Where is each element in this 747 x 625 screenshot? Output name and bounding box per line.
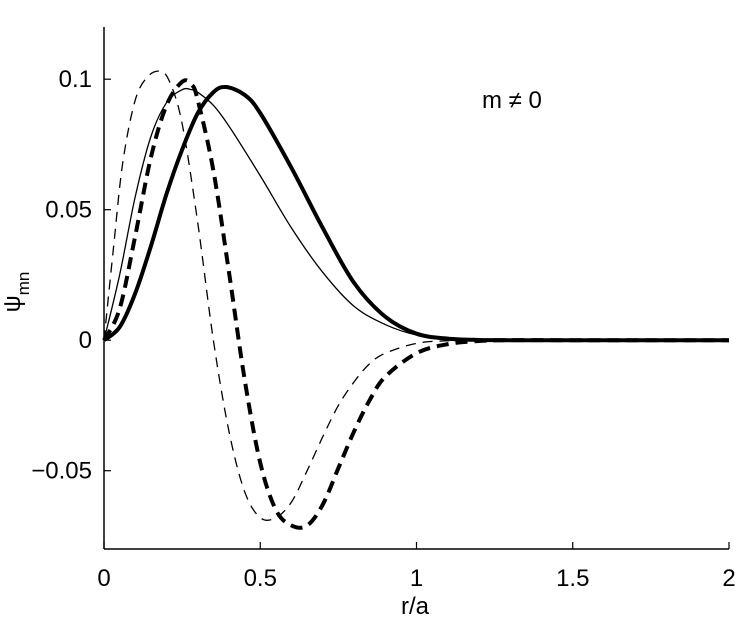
x-tick-label: 1.5	[556, 565, 589, 592]
y-tick-label: 0.05	[45, 197, 92, 224]
series-line-thin-dashed	[103, 70, 729, 521]
y-tick-label: 0.1	[59, 66, 92, 93]
plot-area	[102, 70, 729, 530]
y-axis-title-subscript: mn	[14, 272, 33, 296]
y-ticks: −0.05 0 0.05 0.1	[31, 66, 111, 485]
y-tick-label: −0.05	[31, 458, 92, 485]
x-tick-label: 0.5	[244, 565, 277, 592]
y-axis-title: ψmn	[0, 272, 33, 313]
series-line-thin-solid	[103, 87, 729, 341]
x-tick-label: 2	[722, 565, 735, 592]
series-line-thick-solid	[102, 84, 729, 343]
x-tick-label: 0	[97, 565, 110, 592]
annotation-m-not-zero: m ≠ 0	[482, 87, 542, 114]
y-tick-label: 0	[79, 327, 92, 354]
x-tick-label: 1	[410, 565, 423, 592]
y-axis-title-main: ψ	[0, 295, 26, 312]
x-axis-title: r/a	[401, 593, 430, 620]
x-ticks: 0 0.5 1 1.5 2	[97, 542, 736, 592]
series-line-thick-dashed	[102, 78, 729, 530]
